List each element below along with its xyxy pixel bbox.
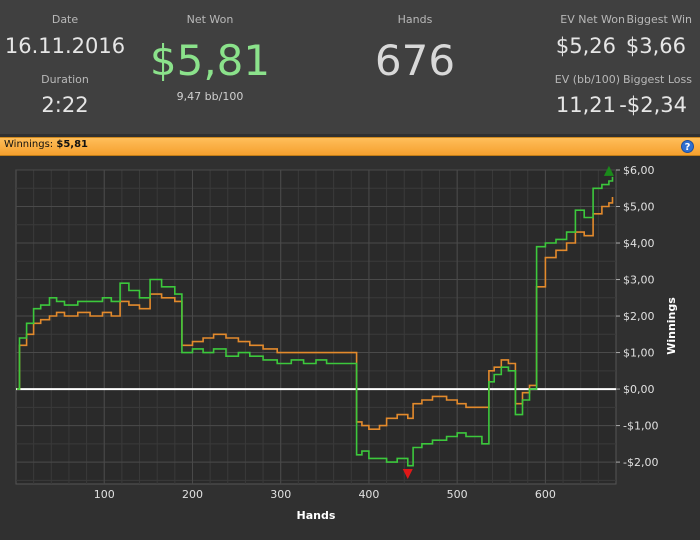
x-tick-label: 600: [535, 488, 556, 501]
net-won-value: $5,81: [149, 36, 271, 85]
max-marker: [603, 165, 614, 176]
y-tick-label: -$2,00: [623, 456, 658, 469]
biggest-loss-value: -$2,34: [619, 93, 687, 117]
winnings-bar: Winnings: $5,81 ?: [0, 137, 700, 156]
ev-series-line: [16, 197, 614, 430]
hands-label: Hands: [397, 13, 433, 26]
winnings-bar-value: $5,81: [56, 139, 88, 150]
axes: 100 200 300 400 500 600 $6,00 $5,00 $4,00 $3,00 $2…: [94, 164, 659, 501]
winnings-bar-text: Winnings: $5,81: [4, 139, 88, 150]
winnings-series-line: [16, 176, 614, 467]
markers: [402, 165, 614, 480]
y-tick-label: -$1,00: [623, 420, 658, 433]
biggest-win-value: $3,66: [625, 34, 686, 58]
net-won-label: Net Won: [186, 13, 234, 26]
y-tick-label: $0,00: [623, 383, 655, 396]
biggest-loss-label: Biggest Loss: [622, 73, 692, 86]
date-label: Date: [51, 13, 79, 26]
duration-value: 2:22: [41, 93, 89, 117]
y-axis-label: Winnings: [665, 297, 678, 355]
ev-net-won-value: $5,26: [555, 34, 616, 58]
help-icon[interactable]: ?: [681, 140, 694, 153]
x-tick-label: 500: [447, 488, 468, 501]
x-tick-label: 200: [182, 488, 203, 501]
x-tick-label: 100: [94, 488, 115, 501]
y-tick-label: $2,00: [623, 310, 655, 323]
y-tick-label: $4,00: [623, 237, 655, 250]
x-tick-label: 400: [358, 488, 379, 501]
y-tick-label: $5,00: [623, 201, 655, 214]
x-axis-label: Hands: [297, 509, 336, 522]
y-tick-label: $3,00: [623, 274, 655, 287]
x-tick-label: 300: [270, 488, 291, 501]
ev-net-won-label: EV Net Won: [560, 13, 625, 26]
biggest-win-label: Biggest Win: [626, 13, 692, 26]
ev-bb100-label: EV (bb/100): [554, 73, 620, 86]
bb100-value: 9,47 bb/100: [176, 90, 244, 103]
winnings-chart: 100 200 300 400 500 600 $6,00 $5,00 $4,00 $3,00 $2…: [0, 156, 700, 535]
grid: [16, 169, 616, 484]
ev-bb100-value: 11,21: [555, 93, 616, 117]
y-tick-label: $1,00: [623, 347, 655, 360]
hands-value: 676: [374, 36, 456, 85]
summary-panel: Date 16.11.2016 Duration 2:22 Net Won $5…: [0, 0, 700, 134]
series-layer: [16, 176, 614, 467]
winnings-bar-label: Winnings:: [4, 139, 54, 150]
winnings-chart-svg: 100 200 300 400 500 600 $6,00 $5,00 $4,00 $3,00 $2…: [15, 164, 678, 522]
min-marker: [402, 469, 413, 480]
y-tick-label: $6,00: [623, 164, 655, 177]
date-value: 16.11.2016: [4, 34, 126, 58]
duration-label: Duration: [41, 73, 89, 86]
